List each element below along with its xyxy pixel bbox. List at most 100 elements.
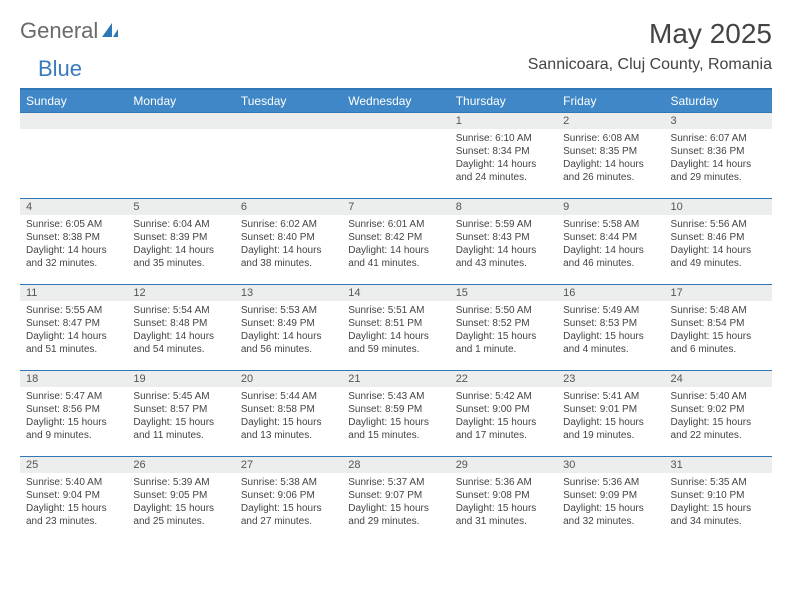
sunrise-line: Sunrise: 5:42 AM: [456, 390, 551, 403]
calendar-cell: 24Sunrise: 5:40 AMSunset: 9:02 PMDayligh…: [665, 371, 772, 457]
calendar-cell: 12Sunrise: 5:54 AMSunset: 8:48 PMDayligh…: [127, 285, 234, 371]
calendar-cell: 31Sunrise: 5:35 AMSunset: 9:10 PMDayligh…: [665, 457, 772, 543]
day-details: Sunrise: 5:42 AMSunset: 9:00 PMDaylight:…: [450, 387, 557, 446]
calendar-cell: 5Sunrise: 6:04 AMSunset: 8:39 PMDaylight…: [127, 199, 234, 285]
sunrise-line: Sunrise: 5:35 AM: [671, 476, 766, 489]
sunset-line: Sunset: 8:54 PM: [671, 317, 766, 330]
calendar-cell: 4Sunrise: 6:05 AMSunset: 8:38 PMDaylight…: [20, 199, 127, 285]
day-number: 11: [20, 285, 127, 301]
day-details: Sunrise: 6:07 AMSunset: 8:36 PMDaylight:…: [665, 129, 772, 188]
dow-header: Thursday: [450, 89, 557, 113]
sunset-line: Sunset: 9:06 PM: [241, 489, 336, 502]
sunset-line: Sunset: 8:42 PM: [348, 231, 443, 244]
daylight-line: Daylight: 14 hours and 41 minutes.: [348, 244, 443, 270]
sunrise-line: Sunrise: 5:45 AM: [133, 390, 228, 403]
day-details: Sunrise: 5:48 AMSunset: 8:54 PMDaylight:…: [665, 301, 772, 360]
day-number: 10: [665, 199, 772, 215]
sunset-line: Sunset: 9:00 PM: [456, 403, 551, 416]
calendar-cell: 28Sunrise: 5:37 AMSunset: 9:07 PMDayligh…: [342, 457, 449, 543]
sunrise-line: Sunrise: 5:48 AM: [671, 304, 766, 317]
sunset-line: Sunset: 8:35 PM: [563, 145, 658, 158]
calendar-cell: 21Sunrise: 5:43 AMSunset: 8:59 PMDayligh…: [342, 371, 449, 457]
day-number: 12: [127, 285, 234, 301]
calendar-cell: 18Sunrise: 5:47 AMSunset: 8:56 PMDayligh…: [20, 371, 127, 457]
sunset-line: Sunset: 9:05 PM: [133, 489, 228, 502]
daylight-line: Daylight: 15 hours and 13 minutes.: [241, 416, 336, 442]
day-details: Sunrise: 5:45 AMSunset: 8:57 PMDaylight:…: [127, 387, 234, 446]
calendar-cell: [20, 113, 127, 199]
day-details: Sunrise: 5:40 AMSunset: 9:02 PMDaylight:…: [665, 387, 772, 446]
sunrise-line: Sunrise: 6:02 AM: [241, 218, 336, 231]
sunset-line: Sunset: 8:52 PM: [456, 317, 551, 330]
sunset-line: Sunset: 9:04 PM: [26, 489, 121, 502]
day-number: [342, 113, 449, 129]
calendar-cell: 8Sunrise: 5:59 AMSunset: 8:43 PMDaylight…: [450, 199, 557, 285]
sunset-line: Sunset: 9:02 PM: [671, 403, 766, 416]
day-number: 16: [557, 285, 664, 301]
day-details: Sunrise: 5:37 AMSunset: 9:07 PMDaylight:…: [342, 473, 449, 532]
daylight-line: Daylight: 14 hours and 32 minutes.: [26, 244, 121, 270]
day-number: 13: [235, 285, 342, 301]
calendar-cell: 19Sunrise: 5:45 AMSunset: 8:57 PMDayligh…: [127, 371, 234, 457]
logo-text-general: General: [20, 18, 98, 44]
daylight-line: Daylight: 14 hours and 49 minutes.: [671, 244, 766, 270]
sunset-line: Sunset: 8:34 PM: [456, 145, 551, 158]
day-number: 7: [342, 199, 449, 215]
calendar-cell: 16Sunrise: 5:49 AMSunset: 8:53 PMDayligh…: [557, 285, 664, 371]
sunrise-line: Sunrise: 5:54 AM: [133, 304, 228, 317]
sunrise-line: Sunrise: 5:37 AM: [348, 476, 443, 489]
calendar-head: SundayMondayTuesdayWednesdayThursdayFrid…: [20, 89, 772, 113]
day-details: Sunrise: 6:04 AMSunset: 8:39 PMDaylight:…: [127, 215, 234, 274]
day-details: Sunrise: 6:02 AMSunset: 8:40 PMDaylight:…: [235, 215, 342, 274]
dow-header: Saturday: [665, 89, 772, 113]
sunset-line: Sunset: 8:47 PM: [26, 317, 121, 330]
calendar-cell: 22Sunrise: 5:42 AMSunset: 9:00 PMDayligh…: [450, 371, 557, 457]
daylight-line: Daylight: 14 hours and 46 minutes.: [563, 244, 658, 270]
calendar-cell: 10Sunrise: 5:56 AMSunset: 8:46 PMDayligh…: [665, 199, 772, 285]
sunrise-line: Sunrise: 5:47 AM: [26, 390, 121, 403]
sunset-line: Sunset: 8:56 PM: [26, 403, 121, 416]
dow-header: Wednesday: [342, 89, 449, 113]
dow-header: Friday: [557, 89, 664, 113]
day-details: Sunrise: 6:08 AMSunset: 8:35 PMDaylight:…: [557, 129, 664, 188]
sunset-line: Sunset: 8:57 PM: [133, 403, 228, 416]
day-details: Sunrise: 5:51 AMSunset: 8:51 PMDaylight:…: [342, 301, 449, 360]
calendar-cell: [342, 113, 449, 199]
dow-header: Monday: [127, 89, 234, 113]
sunrise-line: Sunrise: 5:49 AM: [563, 304, 658, 317]
sunrise-line: Sunrise: 6:04 AM: [133, 218, 228, 231]
day-details: Sunrise: 6:05 AMSunset: 8:38 PMDaylight:…: [20, 215, 127, 274]
day-number: 3: [665, 113, 772, 129]
sunset-line: Sunset: 9:08 PM: [456, 489, 551, 502]
calendar-cell: 9Sunrise: 5:58 AMSunset: 8:44 PMDaylight…: [557, 199, 664, 285]
day-details: Sunrise: 5:36 AMSunset: 9:09 PMDaylight:…: [557, 473, 664, 532]
calendar-table: SundayMondayTuesdayWednesdayThursdayFrid…: [20, 88, 772, 543]
sunset-line: Sunset: 8:36 PM: [671, 145, 766, 158]
sunrise-line: Sunrise: 6:08 AM: [563, 132, 658, 145]
day-number: 22: [450, 371, 557, 387]
calendar-week-row: 18Sunrise: 5:47 AMSunset: 8:56 PMDayligh…: [20, 371, 772, 457]
day-number: 15: [450, 285, 557, 301]
sunrise-line: Sunrise: 5:53 AM: [241, 304, 336, 317]
day-number: 1: [450, 113, 557, 129]
sunrise-line: Sunrise: 5:59 AM: [456, 218, 551, 231]
calendar-cell: 23Sunrise: 5:41 AMSunset: 9:01 PMDayligh…: [557, 371, 664, 457]
sunset-line: Sunset: 8:43 PM: [456, 231, 551, 244]
day-number: 20: [235, 371, 342, 387]
calendar-cell: 14Sunrise: 5:51 AMSunset: 8:51 PMDayligh…: [342, 285, 449, 371]
day-details: Sunrise: 5:44 AMSunset: 8:58 PMDaylight:…: [235, 387, 342, 446]
daylight-line: Daylight: 15 hours and 27 minutes.: [241, 502, 336, 528]
calendar-cell: 2Sunrise: 6:08 AMSunset: 8:35 PMDaylight…: [557, 113, 664, 199]
sunset-line: Sunset: 8:59 PM: [348, 403, 443, 416]
sunrise-line: Sunrise: 5:55 AM: [26, 304, 121, 317]
daylight-line: Daylight: 15 hours and 4 minutes.: [563, 330, 658, 356]
day-number: 28: [342, 457, 449, 473]
daylight-line: Daylight: 15 hours and 6 minutes.: [671, 330, 766, 356]
logo-text-blue: Blue: [38, 56, 82, 81]
daylight-line: Daylight: 15 hours and 9 minutes.: [26, 416, 121, 442]
day-details: Sunrise: 5:49 AMSunset: 8:53 PMDaylight:…: [557, 301, 664, 360]
sunset-line: Sunset: 8:48 PM: [133, 317, 228, 330]
daylight-line: Daylight: 15 hours and 23 minutes.: [26, 502, 121, 528]
sunset-line: Sunset: 9:09 PM: [563, 489, 658, 502]
daylight-line: Daylight: 14 hours and 26 minutes.: [563, 158, 658, 184]
